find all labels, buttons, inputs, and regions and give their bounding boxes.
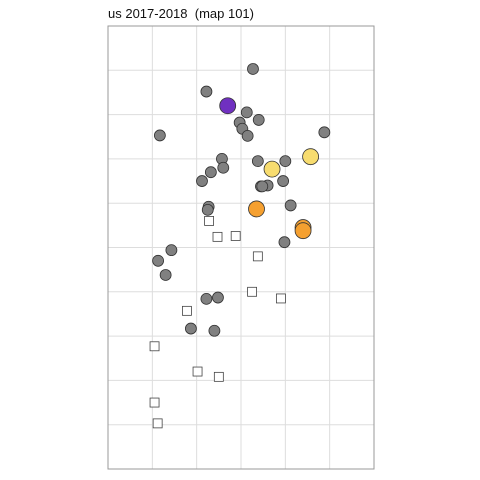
data-point-grey — [277, 175, 290, 187]
data-point-grey — [165, 244, 178, 257]
data-point-grey — [284, 199, 297, 212]
data-point-square — [204, 216, 214, 226]
data-point-grey — [201, 203, 214, 216]
data-point-grey — [217, 161, 230, 174]
data-point-grey — [204, 166, 217, 179]
data-point-square — [212, 231, 223, 242]
plot-border — [107, 25, 375, 470]
data-point-square — [192, 366, 203, 377]
data-point-grey — [247, 63, 259, 75]
data-point-grey — [159, 269, 172, 281]
data-points — [149, 63, 331, 429]
data-point-grey — [278, 236, 291, 249]
data-point-grey — [185, 322, 197, 335]
data-point-orange — [294, 222, 312, 240]
data-point-grey — [200, 85, 213, 98]
data-point-square — [230, 231, 241, 241]
data-point-grey — [208, 324, 221, 337]
data-point-grey — [279, 155, 292, 168]
data-point-grey — [152, 254, 164, 267]
data-point-yellow — [302, 148, 320, 166]
data-point-grey — [153, 129, 166, 142]
data-point-grey — [318, 126, 331, 139]
data-point-square — [213, 371, 224, 382]
data-point-grey — [241, 129, 254, 142]
data-point-grey — [252, 114, 265, 126]
data-point-square — [252, 251, 263, 262]
data-point-square — [182, 305, 192, 316]
data-point-orange — [248, 200, 265, 218]
data-point-grey — [196, 175, 208, 187]
data-point-square — [247, 286, 257, 297]
data-point-grey — [256, 180, 269, 193]
data-point-purple — [219, 97, 237, 115]
data-point-grey — [200, 292, 213, 305]
data-point-square — [149, 397, 160, 408]
data-point-yellow — [263, 160, 281, 178]
chart-title: us 2017-2018 (map 101) — [108, 6, 254, 21]
data-point-grey — [212, 291, 224, 304]
data-point-square — [152, 418, 163, 429]
data-point-grey — [240, 106, 253, 119]
data-point-grey — [251, 155, 264, 168]
grid-lines — [108, 26, 374, 469]
data-point-square — [149, 341, 160, 352]
data-point-square — [275, 293, 286, 304]
